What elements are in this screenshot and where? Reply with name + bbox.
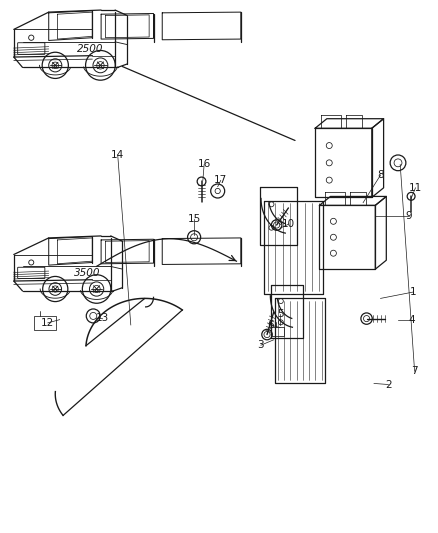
Text: 11: 11 <box>409 183 422 193</box>
Circle shape <box>93 286 100 293</box>
Text: 8: 8 <box>377 170 384 180</box>
Text: 2: 2 <box>385 379 392 390</box>
Text: 12: 12 <box>41 318 54 328</box>
Circle shape <box>52 286 58 292</box>
FancyBboxPatch shape <box>18 43 45 54</box>
Text: 4: 4 <box>409 314 415 325</box>
Text: 15: 15 <box>187 214 201 224</box>
Text: 3: 3 <box>258 340 264 350</box>
Circle shape <box>407 192 415 200</box>
Circle shape <box>97 62 104 69</box>
Text: 7: 7 <box>411 366 418 376</box>
Text: 2500: 2500 <box>78 44 104 54</box>
Text: 9: 9 <box>406 211 412 221</box>
Circle shape <box>394 159 402 167</box>
Text: 5: 5 <box>277 309 283 319</box>
Text: 10: 10 <box>283 219 295 229</box>
Bar <box>34 316 56 330</box>
Text: 16: 16 <box>198 159 211 169</box>
Text: 14: 14 <box>111 150 124 160</box>
Text: 3500: 3500 <box>74 268 100 278</box>
Text: 13: 13 <box>95 313 109 323</box>
Circle shape <box>52 62 59 69</box>
Bar <box>271 327 284 336</box>
Text: 1: 1 <box>410 287 417 297</box>
Circle shape <box>215 188 220 193</box>
Text: 17: 17 <box>214 175 227 185</box>
Text: 6: 6 <box>267 320 274 330</box>
FancyBboxPatch shape <box>18 267 45 278</box>
